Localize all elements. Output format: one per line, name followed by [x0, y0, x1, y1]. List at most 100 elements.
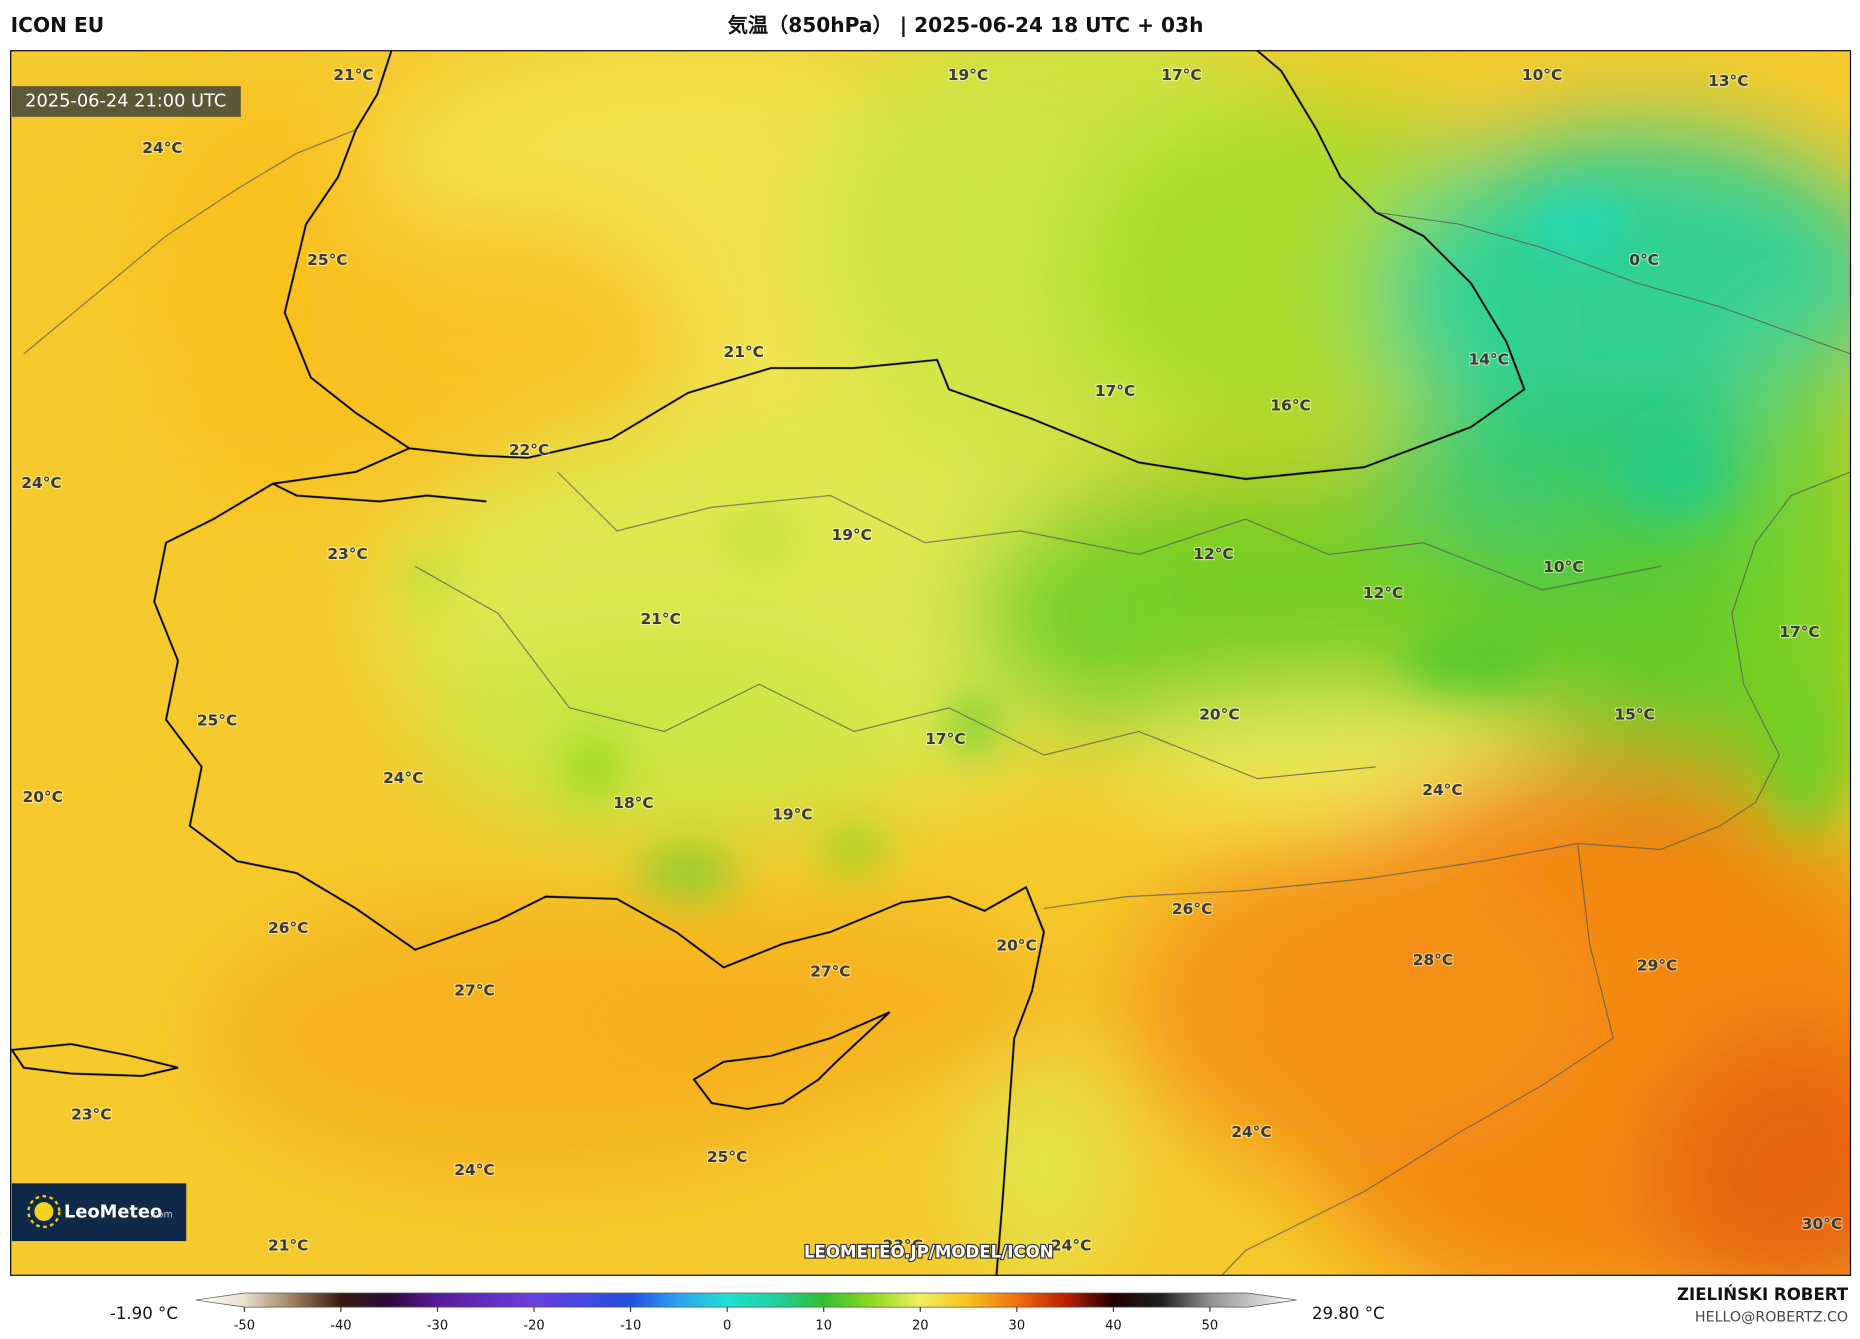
colorbar-tick-label: -10: [620, 1319, 641, 1334]
temperature-label: 22°C: [509, 441, 549, 459]
colorbar-tick-label: -30: [427, 1319, 448, 1334]
temperature-label: 0°C: [1629, 251, 1659, 269]
temperature-label: 26°C: [1172, 900, 1212, 918]
credit-email: HELLO@ROBERTZ.CO: [1695, 1309, 1848, 1325]
chart-title: 気温（850hPa） | 2025-06-24 18 UTC + 03h: [728, 13, 1204, 37]
temperature-label: 16°C: [1270, 396, 1310, 414]
temperature-label: 21°C: [333, 66, 373, 84]
temperature-region: [563, 731, 623, 803]
temperature-label: 21°C: [641, 610, 681, 628]
cyprus: [692, 1011, 891, 1110]
temperature-label: 14°C: [1468, 350, 1508, 368]
colorbar-tick-label: 20: [912, 1319, 929, 1334]
temperature-label: 18°C: [613, 794, 653, 812]
credit-author: ZIELIŃSKI ROBERT: [1677, 1285, 1849, 1304]
border: [1043, 754, 1780, 909]
temperature-label: 24°C: [1051, 1236, 1091, 1254]
borders: [23, 129, 1851, 1276]
temperature-label: 20°C: [22, 788, 62, 806]
temperature-label: 19°C: [948, 66, 988, 84]
timestamp-box: [11, 86, 241, 117]
border: [1221, 843, 1614, 1276]
temperature-label: 27°C: [810, 963, 850, 981]
map-frame: [10, 50, 1852, 1276]
temperature-region: [723, 513, 795, 561]
colorbar-tick-label: 50: [1202, 1319, 1219, 1334]
logo-rays: [27, 1195, 61, 1229]
colorbar: [195, 1292, 1297, 1308]
timestamp: 2025-06-24 21:00 UTC: [25, 91, 226, 111]
temperature-region: [948, 696, 997, 756]
temperature-label: 28°C: [1413, 951, 1453, 969]
thrace-coast: [272, 482, 487, 503]
temperature-label: 25°C: [307, 251, 347, 269]
border: [557, 471, 1661, 591]
colorbar-tick-label: 0: [723, 1319, 731, 1334]
colorbar-tick-label: 30: [1009, 1319, 1026, 1334]
border: [23, 129, 357, 355]
temperature-label: 12°C: [1193, 545, 1233, 563]
border: [1731, 471, 1851, 756]
colorbar-max: 29.80 °C: [1312, 1304, 1385, 1323]
temperature-label: 15°C: [1614, 705, 1654, 723]
logo-sun: [34, 1202, 54, 1222]
crete: [10, 1043, 179, 1077]
temperature-label: 13°C: [1708, 72, 1748, 90]
temperature-labels: 21°C 19°C 17°C 10°C 13°C 24°C 25°C 0°C 21°C 14°C 1…: [20, 65, 1843, 1256]
colorbar-tick-label: 40: [1105, 1319, 1122, 1334]
temperature-region: [818, 825, 890, 874]
colorbar-min: -1.90 °C: [110, 1304, 178, 1323]
black-sea-coast: [283, 50, 1526, 480]
temperature-label: 24°C: [142, 139, 182, 157]
temperature-label: 17°C: [1161, 66, 1201, 84]
temperature-label: 21°C: [268, 1236, 308, 1254]
temperature-label: 21°C: [724, 343, 764, 361]
temperature-region: [593, 908, 1068, 1098]
temperature-label: 17°C: [1095, 382, 1135, 400]
temperature-region: [640, 849, 736, 897]
temperature-label: 19°C: [831, 526, 871, 544]
colorbar-ticks: -50 -40 -30 -20 -10 0 10 20 30 40 50: [234, 1307, 1219, 1334]
temperature-label: 23°C: [71, 1105, 111, 1123]
temperature-label: 29°C: [1637, 957, 1677, 975]
coastlines: [10, 50, 1526, 1276]
colorbar-tick-label: 10: [815, 1319, 832, 1334]
temperature-label: 24°C: [1422, 781, 1462, 799]
temperature-label: 19°C: [772, 806, 812, 824]
temperature-region: [10, 259, 167, 732]
temperature-region: [972, 471, 1519, 756]
temperature-label: 20°C: [996, 937, 1036, 955]
temperature-region: [1126, 837, 1602, 1168]
temperature-label: 10°C: [1543, 558, 1583, 576]
temperature-region: [1660, 1038, 1851, 1276]
temperature-label: 30°C: [1802, 1215, 1842, 1233]
temperature-label: 17°C: [925, 730, 965, 748]
temperature-label: 27°C: [454, 982, 494, 1000]
temperature-label: 23°C: [327, 545, 367, 563]
colorbar-tick-label: -40: [330, 1319, 351, 1334]
colorbar-tick-label: -20: [523, 1319, 544, 1334]
model-name: ICON EU: [11, 13, 104, 37]
temperature-label: 20°C: [1199, 705, 1239, 723]
temperature-region: [1767, 684, 1839, 826]
temperature-label: 26°C: [268, 919, 308, 937]
temperature-region: [1613, 424, 1732, 520]
temperature-label: 24°C: [21, 474, 61, 492]
border: [1375, 211, 1851, 355]
temperature-label: 12°C: [1363, 584, 1403, 602]
temperature-label: 25°C: [707, 1148, 747, 1166]
temperature-label: 24°C: [383, 769, 423, 787]
temperature-label: 17°C: [1779, 623, 1819, 641]
temperature-label: 25°C: [197, 711, 237, 729]
temperature-label: 24°C: [1231, 1123, 1271, 1141]
temperature-detail: [403, 194, 1839, 897]
temperature-region: [308, 212, 689, 496]
border: [414, 565, 1377, 780]
temperature-region: [403, 560, 451, 596]
temperature-label: 10°C: [1522, 66, 1562, 84]
watermark: LEOMETEO.JP/MODEL/ICON: [804, 1243, 1054, 1262]
